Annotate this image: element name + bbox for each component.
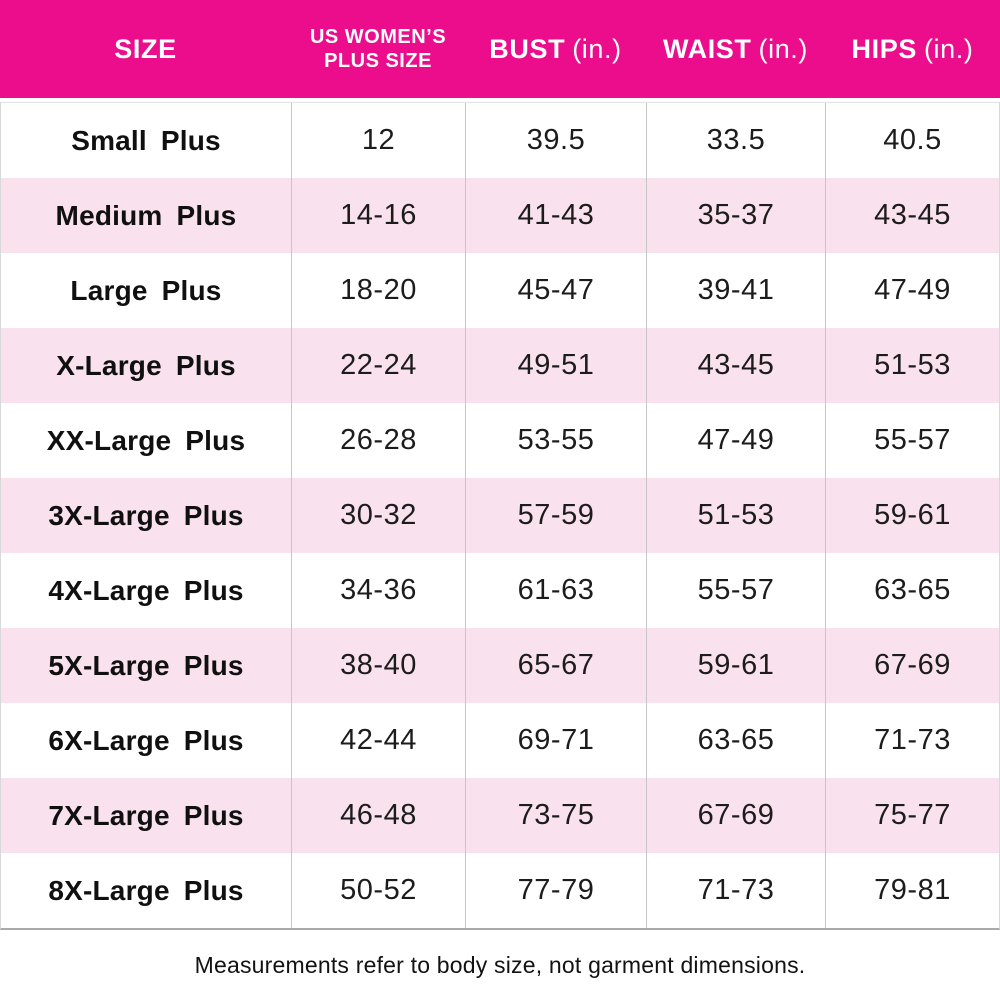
cell-hips: 59-61 bbox=[825, 478, 999, 553]
cell-waist: 33.5 bbox=[646, 103, 825, 178]
cell-us-plus-size: 18-20 bbox=[291, 253, 465, 328]
table-row: 8X-Large Plus 50-52 77-79 71-73 79-81 bbox=[1, 853, 999, 928]
footnote: Measurements refer to body size, not gar… bbox=[194, 952, 806, 978]
cell-bust: 65-67 bbox=[465, 628, 646, 703]
cell-size: 3X-Large Plus bbox=[48, 499, 244, 531]
cell-waist: 35-37 bbox=[646, 178, 825, 253]
column-header-waist-label: WAIST bbox=[663, 33, 752, 64]
table-row: 3X-Large Plus 30-32 57-59 51-53 59-61 bbox=[1, 478, 999, 553]
column-header-size-label: SIZE bbox=[114, 33, 177, 64]
column-header-bust-label: BUST bbox=[489, 33, 566, 64]
cell-waist: 67-69 bbox=[646, 778, 825, 853]
column-header-size: SIZE bbox=[0, 35, 291, 63]
column-header-hips-unit: (in.) bbox=[923, 33, 974, 64]
cell-bust: 57-59 bbox=[465, 478, 646, 553]
table-row: X-Large Plus 22-24 49-51 43-45 51-53 bbox=[1, 328, 999, 403]
cell-hips: 63-65 bbox=[825, 553, 999, 628]
table-header-row: SIZE US WOMEN’S PLUS SIZE BUST (in.) WAIS… bbox=[0, 0, 1000, 98]
cell-size: 6X-Large Plus bbox=[48, 724, 244, 756]
cell-hips: 40.5 bbox=[825, 103, 999, 178]
table-row: 6X-Large Plus 42-44 69-71 63-65 71-73 bbox=[1, 703, 999, 778]
cell-waist: 55-57 bbox=[646, 553, 825, 628]
cell-waist: 59-61 bbox=[646, 628, 825, 703]
cell-hips: 55-57 bbox=[825, 403, 999, 478]
cell-bust: 69-71 bbox=[465, 703, 646, 778]
cell-size: Large Plus bbox=[70, 274, 222, 306]
table-row: 4X-Large Plus 34-36 61-63 55-57 63-65 bbox=[1, 553, 999, 628]
cell-hips: 47-49 bbox=[825, 253, 999, 328]
column-header-bust: BUST (in.) bbox=[465, 35, 646, 63]
cell-us-plus-size: 14-16 bbox=[291, 178, 465, 253]
cell-hips: 79-81 bbox=[825, 853, 999, 928]
cell-size: 5X-Large Plus bbox=[48, 649, 244, 681]
cell-us-plus-size: 46-48 bbox=[291, 778, 465, 853]
cell-waist: 39-41 bbox=[646, 253, 825, 328]
column-header-hips: HIPS (in.) bbox=[825, 35, 1000, 63]
cell-us-plus-size: 12 bbox=[291, 103, 465, 178]
cell-hips: 75-77 bbox=[825, 778, 999, 853]
cell-bust: 45-47 bbox=[465, 253, 646, 328]
cell-us-plus-size: 38-40 bbox=[291, 628, 465, 703]
table-row: Medium Plus 14-16 41-43 35-37 43-45 bbox=[1, 178, 999, 253]
cell-waist: 43-45 bbox=[646, 328, 825, 403]
cell-size: 7X-Large Plus bbox=[48, 799, 244, 831]
cell-us-plus-size: 22-24 bbox=[291, 328, 465, 403]
cell-us-plus-size: 50-52 bbox=[291, 853, 465, 928]
cell-size: 8X-Large Plus bbox=[48, 874, 244, 906]
cell-us-plus-size: 34-36 bbox=[291, 553, 465, 628]
cell-hips: 43-45 bbox=[825, 178, 999, 253]
size-chart-table: SIZE US WOMEN’S PLUS SIZE BUST (in.) WAIS… bbox=[0, 0, 1000, 978]
cell-hips: 67-69 bbox=[825, 628, 999, 703]
cell-us-plus-size: 30-32 bbox=[291, 478, 465, 553]
cell-hips: 51-53 bbox=[825, 328, 999, 403]
table-row: Large Plus 18-20 45-47 39-41 47-49 bbox=[1, 253, 999, 328]
column-header-hips-label: HIPS bbox=[851, 33, 917, 64]
cell-bust: 49-51 bbox=[465, 328, 646, 403]
cell-size: 4X-Large Plus bbox=[48, 574, 244, 606]
cell-waist: 47-49 bbox=[646, 403, 825, 478]
cell-us-plus-size: 26-28 bbox=[291, 403, 465, 478]
column-header-waist: WAIST (in.) bbox=[646, 35, 825, 63]
cell-size: Small Plus bbox=[71, 124, 221, 156]
cell-bust: 39.5 bbox=[465, 103, 646, 178]
table-row: 7X-Large Plus 46-48 73-75 67-69 75-77 bbox=[1, 778, 999, 853]
cell-bust: 53-55 bbox=[465, 403, 646, 478]
cell-hips: 71-73 bbox=[825, 703, 999, 778]
cell-waist: 63-65 bbox=[646, 703, 825, 778]
cell-size: XX-Large Plus bbox=[46, 424, 246, 456]
column-header-bust-unit: (in.) bbox=[572, 33, 622, 64]
cell-waist: 71-73 bbox=[646, 853, 825, 928]
table-row: XX-Large Plus 26-28 53-55 47-49 55-57 bbox=[1, 403, 999, 478]
cell-bust: 73-75 bbox=[465, 778, 646, 853]
cell-size: Medium Plus bbox=[55, 199, 237, 231]
table-row: Small Plus 12 39.5 33.5 40.5 bbox=[1, 103, 999, 178]
cell-bust: 77-79 bbox=[465, 853, 646, 928]
cell-bust: 41-43 bbox=[465, 178, 646, 253]
table-body: Small Plus 12 39.5 33.5 40.5 Medium Plus… bbox=[0, 102, 1000, 930]
cell-waist: 51-53 bbox=[646, 478, 825, 553]
cell-us-plus-size: 42-44 bbox=[291, 703, 465, 778]
column-header-us-plus-size: US WOMEN’S PLUS SIZE bbox=[291, 25, 465, 73]
column-header-us-line1: US WOMEN’S bbox=[309, 26, 447, 48]
cell-size: X-Large Plus bbox=[56, 349, 236, 381]
column-header-us-line2: PLUS SIZE bbox=[324, 50, 432, 72]
column-header-waist-unit: (in.) bbox=[758, 33, 808, 64]
cell-bust: 61-63 bbox=[465, 553, 646, 628]
table-row: 5X-Large Plus 38-40 65-67 59-61 67-69 bbox=[1, 628, 999, 703]
